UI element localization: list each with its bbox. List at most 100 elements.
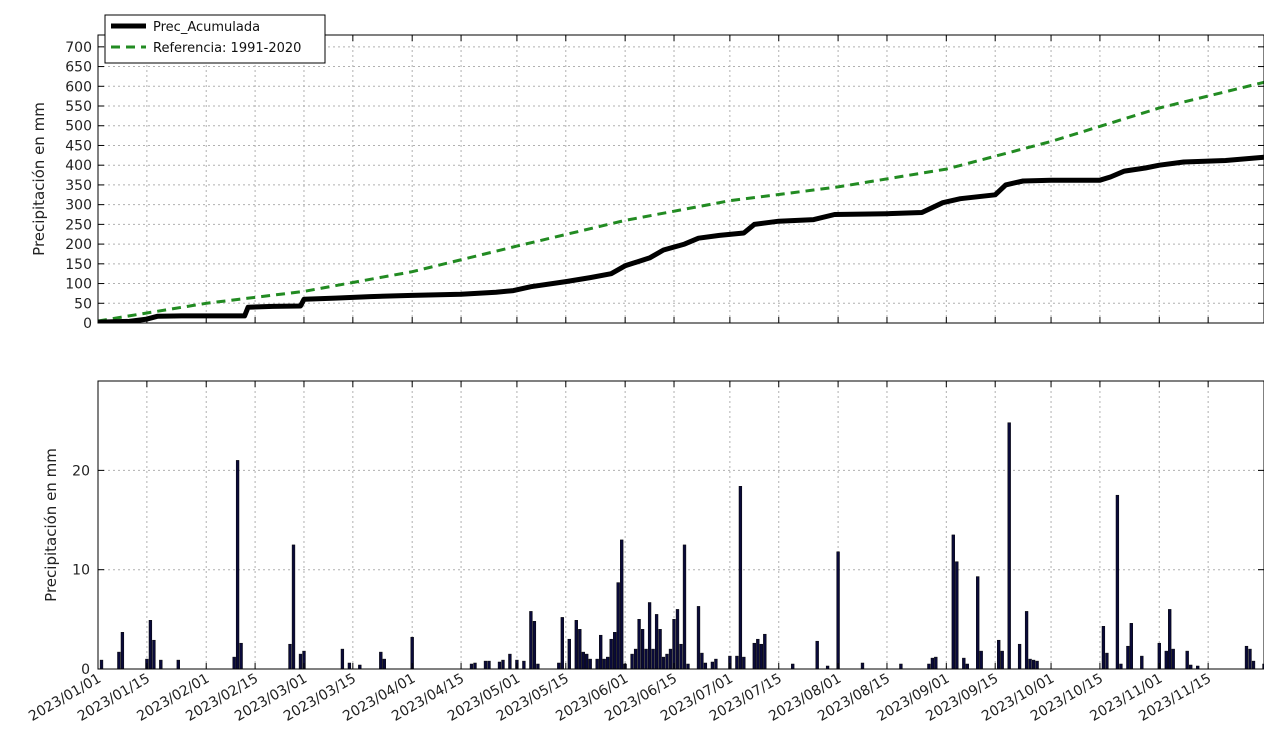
precip-bar bbox=[640, 629, 645, 669]
precip-bar bbox=[647, 602, 652, 669]
precip-bar bbox=[497, 661, 502, 669]
precip-bar bbox=[557, 662, 561, 669]
precip-bar bbox=[487, 660, 491, 669]
precip-bar bbox=[976, 576, 980, 669]
precip-bar bbox=[288, 643, 292, 669]
precip-bar bbox=[1251, 660, 1256, 669]
precip-bar bbox=[595, 658, 599, 669]
top-y-tick-label: 550 bbox=[65, 99, 92, 115]
precip-bar bbox=[379, 651, 383, 669]
precip-bar bbox=[613, 632, 617, 669]
bottom-y-tick-label: 10 bbox=[72, 563, 90, 579]
top-y-tick-label: 200 bbox=[65, 237, 92, 253]
precip-bar bbox=[899, 663, 903, 669]
top-y-tick-label: 400 bbox=[65, 158, 92, 174]
precip-bar bbox=[585, 653, 589, 669]
precip-bar bbox=[962, 657, 966, 669]
precip-bar bbox=[644, 648, 648, 669]
precip-bar bbox=[1028, 658, 1032, 669]
top-chart-y-axis-label: Precipitación en mm bbox=[30, 102, 48, 256]
legend-box bbox=[104, 14, 326, 64]
top-y-tick-label: 50 bbox=[74, 296, 92, 312]
series-line-prec-acumulada bbox=[98, 154, 1264, 323]
precip-bar bbox=[340, 648, 345, 669]
precip-bar bbox=[536, 663, 540, 669]
precip-bar bbox=[965, 663, 969, 669]
precip-bar bbox=[654, 614, 659, 669]
precip-bar bbox=[930, 657, 935, 669]
precip-bar bbox=[1007, 422, 1011, 669]
precip-bar bbox=[756, 638, 760, 669]
precip-bar bbox=[1105, 652, 1109, 669]
precip-bar bbox=[606, 656, 610, 669]
precip-bar bbox=[578, 629, 582, 669]
precip-bar bbox=[1248, 648, 1252, 669]
precip-bar bbox=[1024, 611, 1029, 669]
precip-bar bbox=[630, 653, 634, 669]
precip-bar bbox=[1244, 645, 1249, 669]
precip-bar bbox=[599, 634, 603, 669]
bottom-y-tick-label: 20 bbox=[72, 463, 90, 479]
top-y-tick-label: 300 bbox=[65, 198, 92, 214]
precip-bar bbox=[742, 656, 746, 669]
precip-bar bbox=[696, 606, 701, 669]
precip-bar bbox=[955, 561, 959, 669]
precip-bar bbox=[588, 658, 592, 669]
bottom-chart-bars bbox=[99, 422, 1264, 669]
precip-bar bbox=[1017, 643, 1022, 669]
precip-bar bbox=[120, 632, 125, 669]
top-y-tick-label: 700 bbox=[65, 40, 92, 56]
precip-bar bbox=[291, 544, 296, 669]
precip-bar bbox=[358, 664, 362, 669]
precip-bar bbox=[1189, 664, 1193, 669]
precip-bar bbox=[620, 539, 624, 669]
precip-bar bbox=[672, 619, 676, 669]
top-chart-series bbox=[98, 80, 1264, 323]
bottom-chart-frame bbox=[97, 380, 1264, 670]
precip-bar bbox=[581, 651, 585, 669]
precip-bar bbox=[616, 582, 620, 669]
precip-bar bbox=[1140, 655, 1144, 669]
precip-bar bbox=[176, 659, 180, 669]
precip-bar bbox=[682, 544, 687, 669]
precip-bar bbox=[232, 656, 236, 669]
legend-label-referencia: Referencia: 1991-2020 bbox=[153, 41, 301, 56]
top-y-tick-label: 350 bbox=[65, 178, 92, 194]
precip-bar bbox=[99, 659, 104, 669]
precip-bar bbox=[752, 642, 756, 669]
precip-bar bbox=[1171, 648, 1175, 669]
precip-bar bbox=[763, 633, 767, 669]
precip-bar bbox=[508, 653, 512, 669]
bottom-y-tick-label: 0 bbox=[81, 662, 90, 678]
precip-bar bbox=[1164, 650, 1168, 669]
precip-bar bbox=[1126, 645, 1130, 669]
bottom-chart-y-axis-label: Precipitación en mm bbox=[42, 448, 60, 602]
top-chart-y-ticks: 0 50 100 150 200 250 300 350 400 450 500 550 600 650 7… bbox=[65, 40, 1264, 332]
precip-bar bbox=[148, 620, 153, 669]
precip-bar bbox=[522, 660, 526, 669]
precip-bar bbox=[791, 663, 795, 669]
precip-bar bbox=[735, 655, 739, 669]
precip-bar bbox=[410, 636, 414, 669]
precip-bar bbox=[574, 620, 578, 669]
precip-bar bbox=[633, 648, 638, 669]
precip-bar bbox=[661, 656, 666, 669]
top-y-tick-label: 150 bbox=[65, 257, 92, 273]
precip-bar bbox=[532, 621, 537, 669]
precip-bar bbox=[235, 460, 240, 669]
precip-bar bbox=[686, 663, 690, 669]
precip-bar bbox=[529, 611, 533, 669]
precip-bar bbox=[997, 639, 1001, 669]
legend-label-prec-acumulada: Prec_Acumulada bbox=[153, 20, 260, 35]
precip-bar bbox=[1119, 663, 1123, 669]
precip-bar bbox=[951, 534, 955, 669]
top-y-tick-label: 650 bbox=[65, 60, 92, 76]
precip-bar bbox=[1185, 650, 1189, 669]
series-line-referencia bbox=[98, 80, 1264, 323]
precip-bar bbox=[159, 659, 163, 669]
top-y-tick-label: 0 bbox=[83, 316, 92, 332]
precip-bar bbox=[700, 652, 704, 669]
precip-bar bbox=[836, 551, 840, 669]
precip-bar bbox=[1115, 494, 1120, 669]
